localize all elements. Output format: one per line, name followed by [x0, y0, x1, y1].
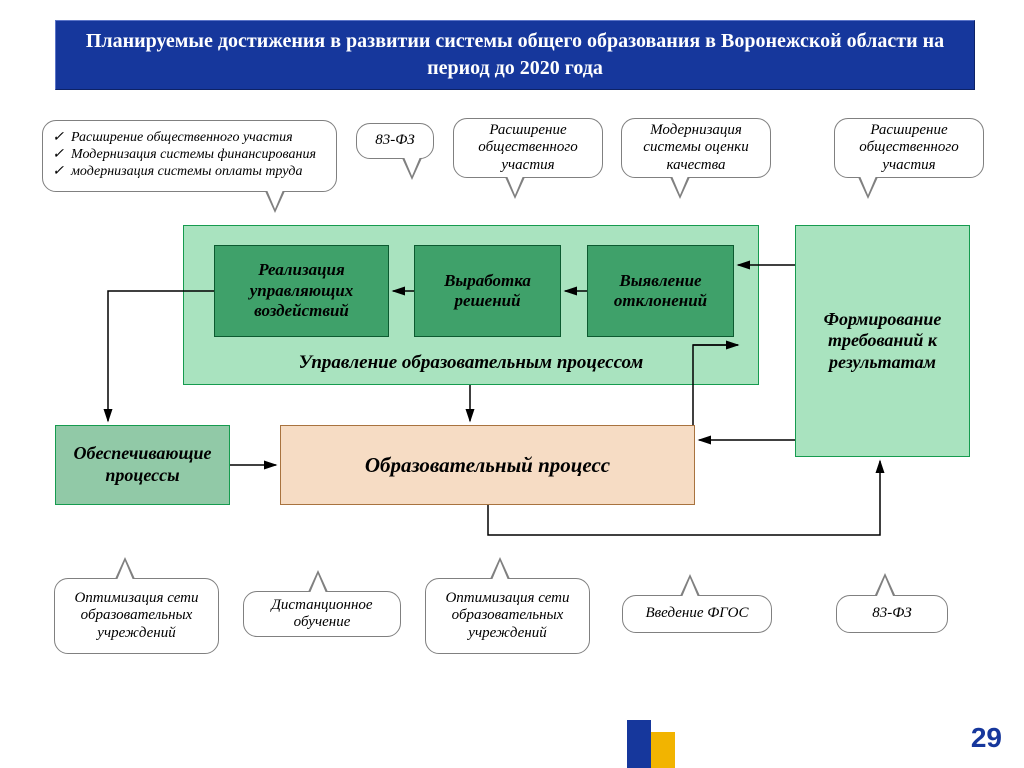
callout-fgos: Введение ФГОС: [622, 595, 772, 633]
footer-decoration: [627, 720, 675, 768]
callout-83fz-bottom: 83-ФЗ: [836, 595, 948, 633]
box-decisions: Выработка решений: [414, 245, 561, 337]
page-number: 29: [971, 722, 1002, 754]
checklist-item: Модернизация системы финансирования: [71, 147, 316, 163]
box-realization: Реализация управляющих воздействий: [214, 245, 389, 337]
callout-checklist: Расширение общественного участия Модерни…: [42, 120, 337, 192]
callout-expand-participation: Расширение общественного участия: [453, 118, 603, 178]
callout-quality-modernization: Модернизация системы оценки качества: [621, 118, 771, 178]
slide-title: Планируемые достижения в развитии систем…: [55, 20, 975, 90]
callout-network-optimization-mid: Оптимизация сети образовательных учрежде…: [425, 578, 590, 654]
box-educational-process: Образовательный процесс: [280, 425, 695, 505]
checklist: Расширение общественного участия Модерни…: [53, 129, 316, 181]
box-supporting-processes: Обеспечивающие процессы: [55, 425, 230, 505]
management-panel-label: Управление образовательным процессом: [184, 352, 758, 374]
box-requirements: Формирование требований к результатам: [795, 225, 970, 457]
callout-expand-participation-right: Расширение общественного участия: [834, 118, 984, 178]
callout-network-optimization-left: Оптимизация сети образовательных учрежде…: [54, 578, 219, 654]
box-deviations: Выявление отклонений: [587, 245, 734, 337]
callout-83fz-top: 83-ФЗ: [356, 123, 434, 159]
checklist-item: модернизация системы оплаты труда: [71, 164, 316, 180]
callout-distance-learning: Дистанционное обучение: [243, 591, 401, 637]
checklist-item: Расширение общественного участия: [71, 130, 316, 146]
